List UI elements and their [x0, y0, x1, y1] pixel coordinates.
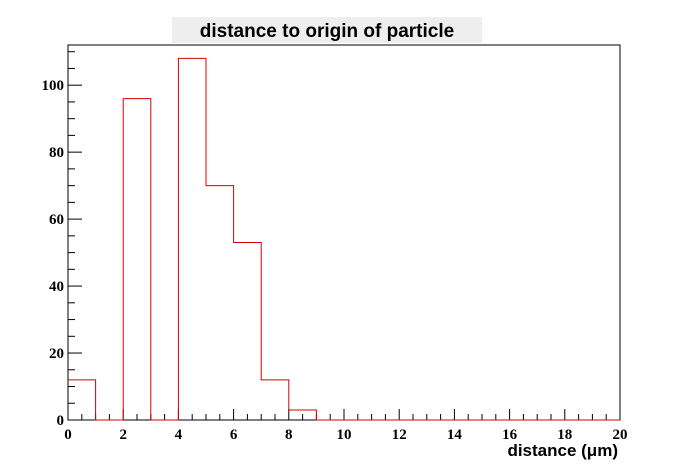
- y-tick-label: 0: [57, 413, 65, 429]
- x-tick-label: 18: [557, 427, 572, 443]
- y-tick-labels: 0 20 40 60 80 100: [42, 78, 65, 429]
- histogram-bin: [206, 186, 234, 420]
- y-axis-ticks: [68, 51, 82, 421]
- x-tick-label: 0: [64, 427, 72, 443]
- x-tick-label: 20: [613, 427, 628, 443]
- y-tick-label: 60: [49, 212, 64, 228]
- x-tick-labels: 0 2 4 6 8 10 12 14 16 18 20: [64, 427, 627, 443]
- y-tick-label: 20: [49, 346, 64, 362]
- histogram-bin: [123, 99, 151, 420]
- x-axis-label: distance (μm): [507, 441, 618, 460]
- x-tick-label: 2: [119, 427, 127, 443]
- histogram-bin: [178, 58, 206, 420]
- y-tick-label: 40: [49, 279, 64, 295]
- x-tick-label: 16: [502, 427, 518, 443]
- histogram-bin: [68, 380, 96, 420]
- x-tick-label: 10: [337, 427, 352, 443]
- x-tick-label: 14: [447, 427, 463, 443]
- histogram-bin: [234, 243, 262, 420]
- x-tick-label: 12: [392, 427, 407, 443]
- y-tick-label: 80: [49, 145, 64, 161]
- chart-title: distance to origin of particle: [200, 21, 454, 42]
- histogram-bin: [261, 380, 289, 420]
- x-tick-label: 6: [230, 427, 238, 443]
- x-axis-ticks: [67, 409, 621, 420]
- histogram-bins: [68, 58, 316, 420]
- x-tick-label: 8: [285, 427, 293, 443]
- histogram-outline: [68, 57, 620, 421]
- y-tick-label: 100: [42, 78, 65, 94]
- chart-title-box: [172, 17, 482, 43]
- x-tick-label: 4: [175, 427, 183, 443]
